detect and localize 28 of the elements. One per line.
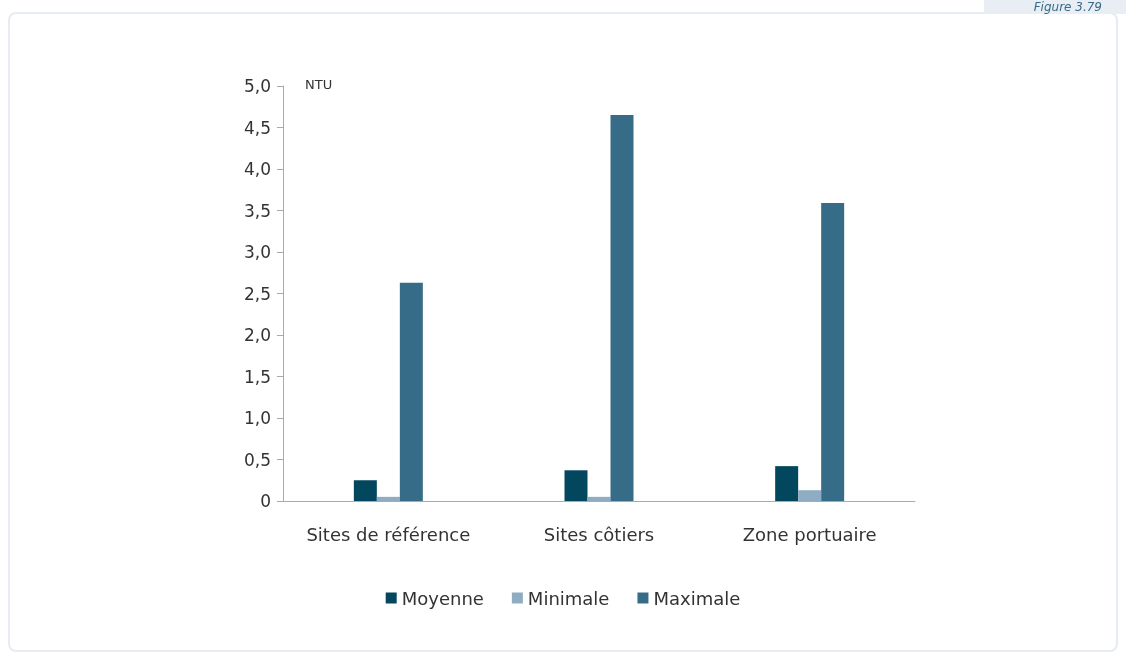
y-tick-label: 0 [260,491,271,511]
y-tick-label: 0,5 [243,449,271,470]
bar [821,203,845,501]
y-tick-label: 3,0 [243,242,271,262]
caption: Figure 3.79 [983,0,1126,14]
bar [775,466,799,501]
y-tick-label: 1,0 [243,408,271,428]
y-axis-title: NTU [305,77,333,92]
y-tick-label: 3,5 [243,200,271,221]
y-tick-label: 4,0 [243,159,271,179]
y-tick-label: 5,0 [243,76,271,96]
bar [399,282,423,501]
y-tick-label: 2,0 [243,325,271,345]
bar [610,115,634,501]
bar [353,480,377,501]
x-tick-label: Sites côtiers [543,523,655,545]
bar [376,496,400,501]
bar [564,470,588,501]
y-tick-label: 1,5 [243,366,271,387]
x-tick-label: Zone portuaire [742,523,877,545]
x-tick-label: Sites de référence [306,523,471,545]
bar [798,490,822,501]
legend-label: Minimale [527,587,610,609]
y-tick-label: 2,5 [243,283,271,304]
y-tick-label: 4,5 [243,117,271,138]
legend-label: Maximale [653,587,741,609]
bar [587,496,611,501]
legend-label: Moyenne [401,587,484,609]
